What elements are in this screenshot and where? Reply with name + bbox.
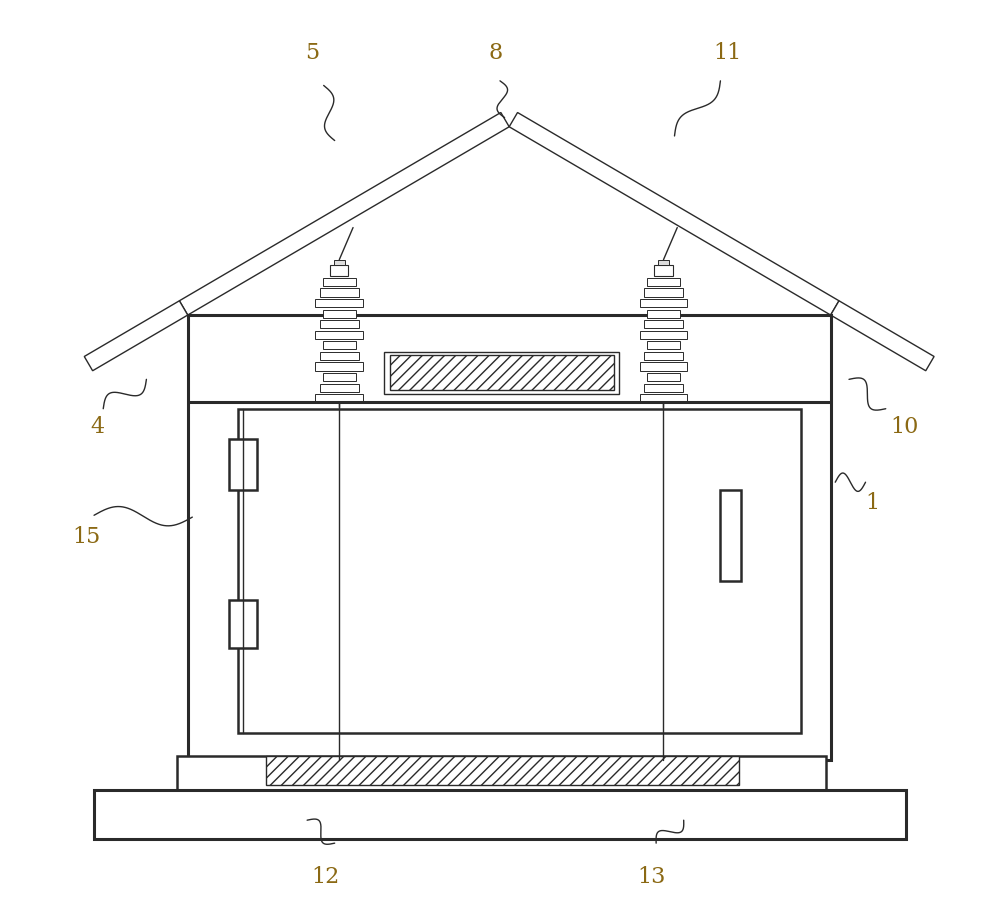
Bar (320, 320, 359, 328)
Bar (644, 352, 683, 360)
Bar (320, 352, 359, 360)
Polygon shape (179, 113, 509, 315)
Bar (315, 299, 363, 308)
Bar (647, 373, 680, 382)
Bar (640, 362, 687, 371)
Bar (390, 356, 614, 390)
Polygon shape (509, 113, 839, 315)
Bar (323, 341, 356, 349)
Bar (323, 310, 356, 318)
Bar (640, 394, 687, 402)
Bar (188, 315, 831, 760)
Bar (266, 756, 739, 785)
Bar (647, 310, 680, 318)
Text: 10: 10 (890, 416, 918, 438)
Text: 5: 5 (305, 43, 319, 65)
Bar (177, 756, 826, 790)
Text: 1: 1 (865, 492, 879, 515)
Bar (330, 265, 348, 275)
Text: 15: 15 (73, 527, 101, 548)
Bar (334, 260, 345, 265)
Bar (320, 383, 359, 392)
Bar (315, 362, 363, 371)
Bar (647, 341, 680, 349)
Bar (94, 790, 906, 839)
Text: 13: 13 (637, 866, 666, 888)
Bar (658, 260, 669, 265)
Bar (323, 278, 356, 286)
Text: 12: 12 (311, 866, 340, 888)
Bar (644, 383, 683, 392)
Bar (238, 408, 801, 733)
Bar (654, 265, 673, 275)
Bar (647, 278, 680, 286)
Bar (644, 288, 683, 297)
Bar (640, 299, 687, 308)
Bar (644, 320, 683, 328)
Bar (229, 439, 257, 490)
Polygon shape (84, 301, 188, 371)
Text: 8: 8 (488, 43, 503, 65)
Bar (640, 331, 687, 339)
Bar (720, 490, 741, 581)
Bar (320, 288, 359, 297)
Bar (315, 331, 363, 339)
Bar (229, 600, 257, 648)
Text: 4: 4 (91, 416, 105, 438)
Bar (315, 394, 363, 402)
Text: 11: 11 (714, 43, 742, 65)
Polygon shape (831, 301, 934, 371)
Bar (384, 352, 619, 394)
Bar (323, 373, 356, 382)
